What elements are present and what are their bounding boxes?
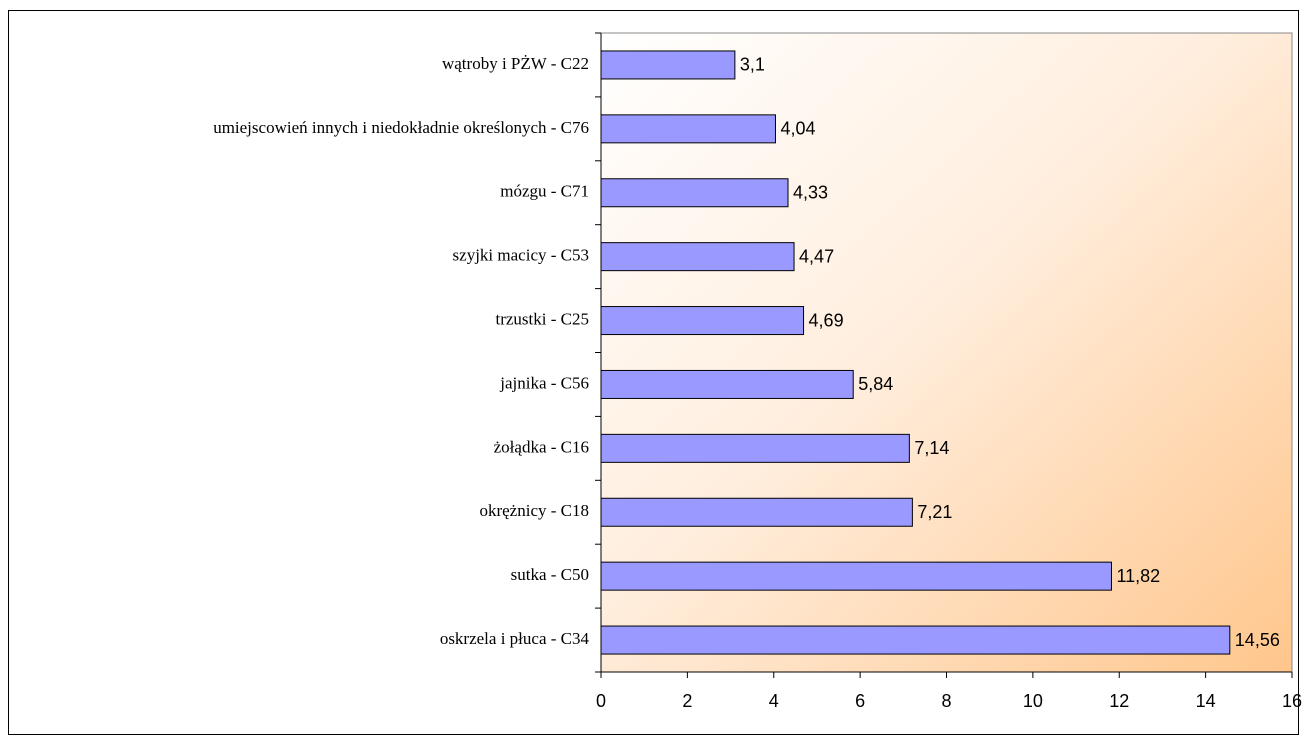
bar	[600, 50, 736, 80]
bar	[600, 242, 795, 272]
x-tick-label: 12	[1109, 691, 1129, 711]
bar	[600, 433, 910, 463]
y-tick-label: szyjki macicy - C53	[453, 246, 589, 265]
value-label: 4,33	[793, 183, 828, 203]
value-label: 14,56	[1235, 630, 1280, 650]
x-tick-label: 8	[941, 691, 951, 711]
y-tick-label: umiejscowień innych i niedokładnie okreś…	[213, 118, 589, 137]
x-tick-label: 6	[855, 691, 865, 711]
value-label: 4,69	[809, 310, 844, 330]
x-tick-label: 2	[682, 691, 692, 711]
bar	[600, 178, 789, 208]
bar	[600, 497, 913, 527]
y-tick-label: jajnika - C56	[499, 373, 589, 392]
value-label: 3,1	[740, 55, 765, 75]
x-tick-label: 14	[1196, 691, 1216, 711]
y-tick-label: żołądka - C16	[494, 437, 589, 456]
bar	[600, 114, 776, 144]
value-label: 4,04	[780, 119, 815, 139]
value-label: 7,21	[917, 502, 952, 522]
y-tick-label: sutka - C50	[511, 565, 589, 584]
y-tick-label: oskrzela i płuca - C34	[440, 629, 590, 648]
bar	[600, 306, 805, 336]
value-label: 11,82	[1116, 566, 1160, 586]
y-tick-label: wątroby i PŻW - C22	[442, 54, 589, 73]
x-tick-label: 4	[769, 691, 779, 711]
value-label: 4,47	[799, 246, 834, 266]
x-tick-label: 16	[1282, 691, 1302, 711]
value-label: 5,84	[858, 374, 893, 394]
x-tick-label: 0	[596, 691, 606, 711]
bar	[600, 561, 1112, 591]
bar	[600, 369, 854, 399]
x-tick-label: 10	[1023, 691, 1043, 711]
y-tick-label: okrężnicy - C18	[479, 501, 589, 520]
y-tick-label: trzustki - C25	[496, 309, 590, 328]
y-tick-label: mózgu - C71	[500, 182, 589, 201]
bar	[600, 625, 1231, 655]
value-label: 7,14	[914, 438, 949, 458]
